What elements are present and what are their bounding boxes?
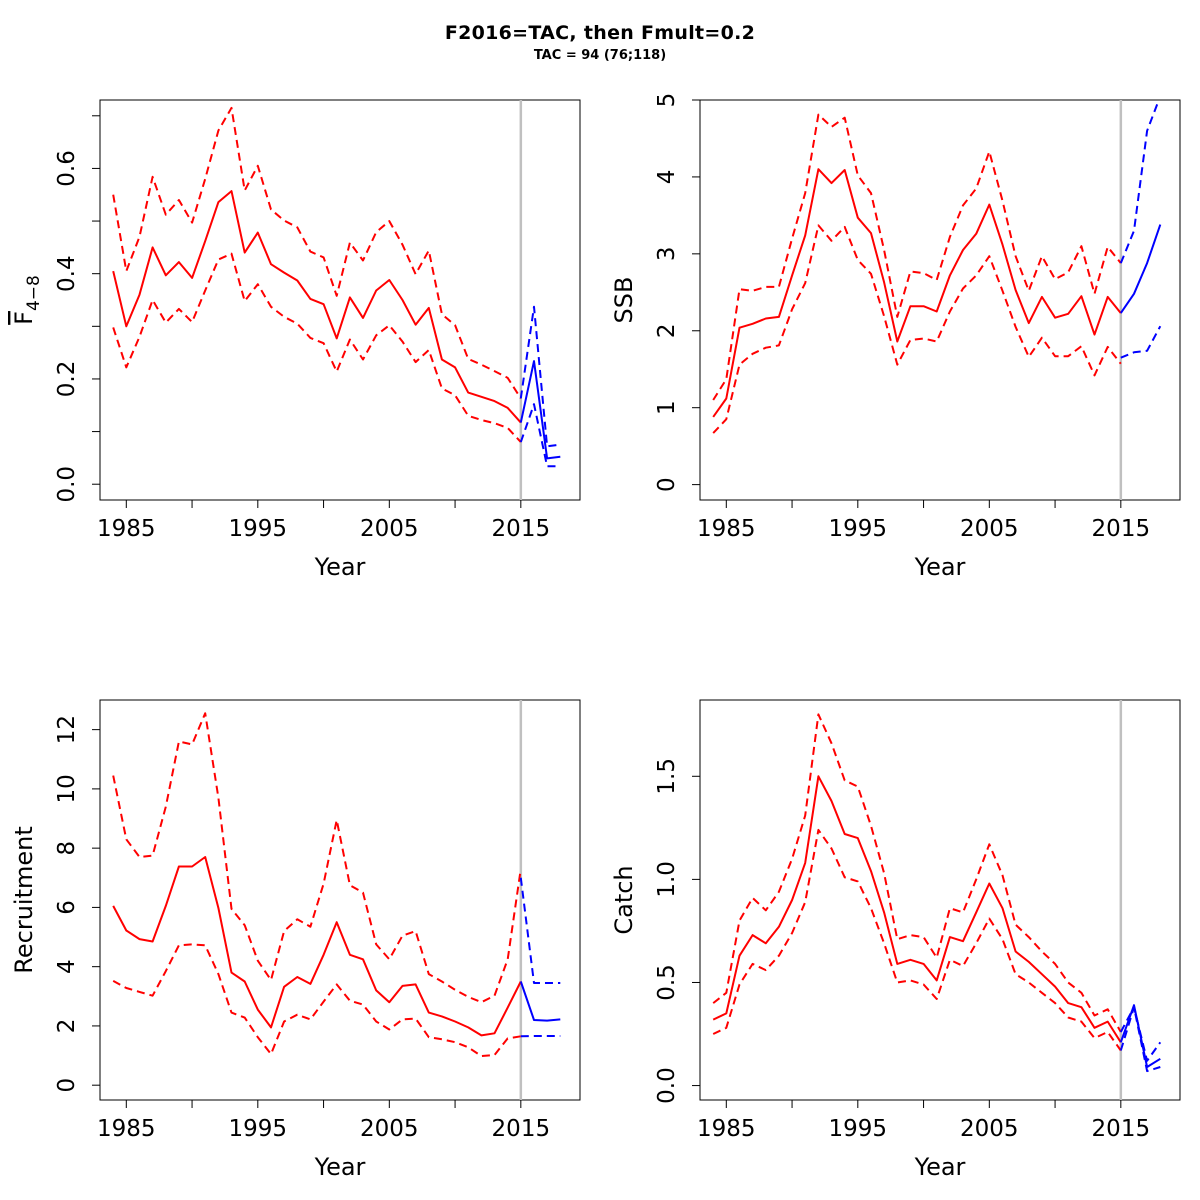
ssb-x-axis-label: Year <box>914 553 966 581</box>
catch-projection-lower-line <box>1119 1006 1161 1073</box>
ssb-x-tick-label: 2015 <box>1092 516 1151 542</box>
catch-x-tick-label: 2015 <box>1092 1116 1151 1142</box>
fbar-y-tick-label: 0.0 <box>54 466 80 503</box>
ssb-projection-upper-line <box>1119 100 1160 264</box>
catch-historical-upper-line <box>712 713 1122 1033</box>
recruitment-plot-frame <box>99 699 581 1101</box>
ssb-x-tick-label: 1985 <box>697 516 756 542</box>
recruitment-historical-upper-line <box>112 712 522 1004</box>
recruitment-y-tick-label: 2 <box>54 1019 80 1034</box>
recruitment-x-tick-label: 1995 <box>229 1116 288 1142</box>
ssb-x-tick-label: 2005 <box>960 516 1019 542</box>
recruitment-projection-estimate-line <box>519 981 561 1022</box>
fbar-projection-estimate-line <box>519 360 561 460</box>
catch-y-tick-label: 0.5 <box>654 964 680 1001</box>
fbar-y-tick-label: 0.4 <box>54 255 80 292</box>
recruitment-y-tick-label: 0 <box>54 1078 80 1093</box>
recruitment-x-tick-label: 2015 <box>492 1116 551 1142</box>
ssb-historical-lower-line <box>712 224 1122 434</box>
ssb-y-tick-label: 2 <box>654 323 680 338</box>
fbar-x-tick-label: 1995 <box>229 516 288 542</box>
fbar-historical-estimate-line <box>112 190 522 424</box>
catch-x-axis-label: Year <box>914 1153 966 1181</box>
catch-x-tick-label: 1985 <box>697 1116 756 1142</box>
catch-plot-frame <box>699 699 1181 1101</box>
ssb-historical-upper-line <box>712 113 1122 401</box>
ssb-y-tick-label: 5 <box>654 93 680 108</box>
recruitment-historical-estimate-line <box>112 856 522 1037</box>
recruitment-y-tick-label: 8 <box>54 841 80 856</box>
catch-x-tick-label: 1995 <box>829 1116 888 1142</box>
ssb-y-tick-label: 3 <box>654 247 680 262</box>
fbar-historical-upper-line <box>112 106 522 399</box>
ssb-y-tick-label: 4 <box>654 170 680 185</box>
fbar-x-tick-label: 2005 <box>360 516 419 542</box>
fbar-projection-lower-line <box>519 403 561 468</box>
ssb-historical-estimate-line <box>712 168 1122 418</box>
figure-subtitle: TAC = 94 (76;118) <box>533 48 667 63</box>
ssb-projection-lower-line <box>1120 325 1162 359</box>
fbar-x-tick-label: 1985 <box>97 516 156 542</box>
fbar-y-axis-label: F4−8 <box>10 275 44 325</box>
ssb-plot-frame <box>699 99 1181 501</box>
ssb-x-tick-label: 1995 <box>829 516 888 542</box>
ssb-y-tick-label: 0 <box>654 477 680 492</box>
recruitment-projection-upper-line <box>519 877 561 984</box>
recruitment-y-tick-label: 12 <box>54 715 80 744</box>
recruitment-x-axis-label: Year <box>314 1153 366 1181</box>
catch-historical-estimate-line <box>712 775 1122 1043</box>
ssb-y-tick-label: 1 <box>654 400 680 415</box>
catch-y-tick-label: 1.5 <box>654 758 680 795</box>
recruitment-y-tick-label: 6 <box>54 900 80 915</box>
ssb-y-axis-label: SSB <box>610 277 638 324</box>
fbar-y-tick-label: 0.6 <box>54 150 80 187</box>
catch-y-axis-label: Catch <box>610 865 638 934</box>
catch-x-tick-label: 2005 <box>960 1116 1019 1142</box>
catch-y-tick-label: 1.0 <box>654 861 680 898</box>
fbar-x-axis-label: Year <box>314 553 366 581</box>
catch-projection-upper-line <box>1119 1006 1162 1062</box>
recruitment-x-tick-label: 2005 <box>360 1116 419 1142</box>
ssb-projection-estimate-line <box>1119 224 1162 314</box>
figure-title: F2016=TAC, then Fmult=0.2 <box>444 22 756 44</box>
recruitment-y-tick-label: 10 <box>54 774 80 803</box>
fbar-projection-upper-line <box>519 305 561 448</box>
recruitment-x-tick-label: 1985 <box>97 1116 156 1142</box>
recruitment-historical-lower-line <box>112 943 521 1058</box>
catch-historical-lower-line <box>712 828 1122 1052</box>
catch-y-tick-label: 0.0 <box>654 1067 680 1104</box>
fbar-y-tick-label: 0.2 <box>54 361 80 398</box>
recruitment-y-axis-label: Recruitment <box>10 826 38 973</box>
fbar-plot-frame <box>99 99 581 501</box>
recruitment-y-tick-label: 4 <box>54 959 80 974</box>
fbar-historical-lower-line <box>112 252 522 443</box>
fbar-x-tick-label: 2015 <box>492 516 551 542</box>
